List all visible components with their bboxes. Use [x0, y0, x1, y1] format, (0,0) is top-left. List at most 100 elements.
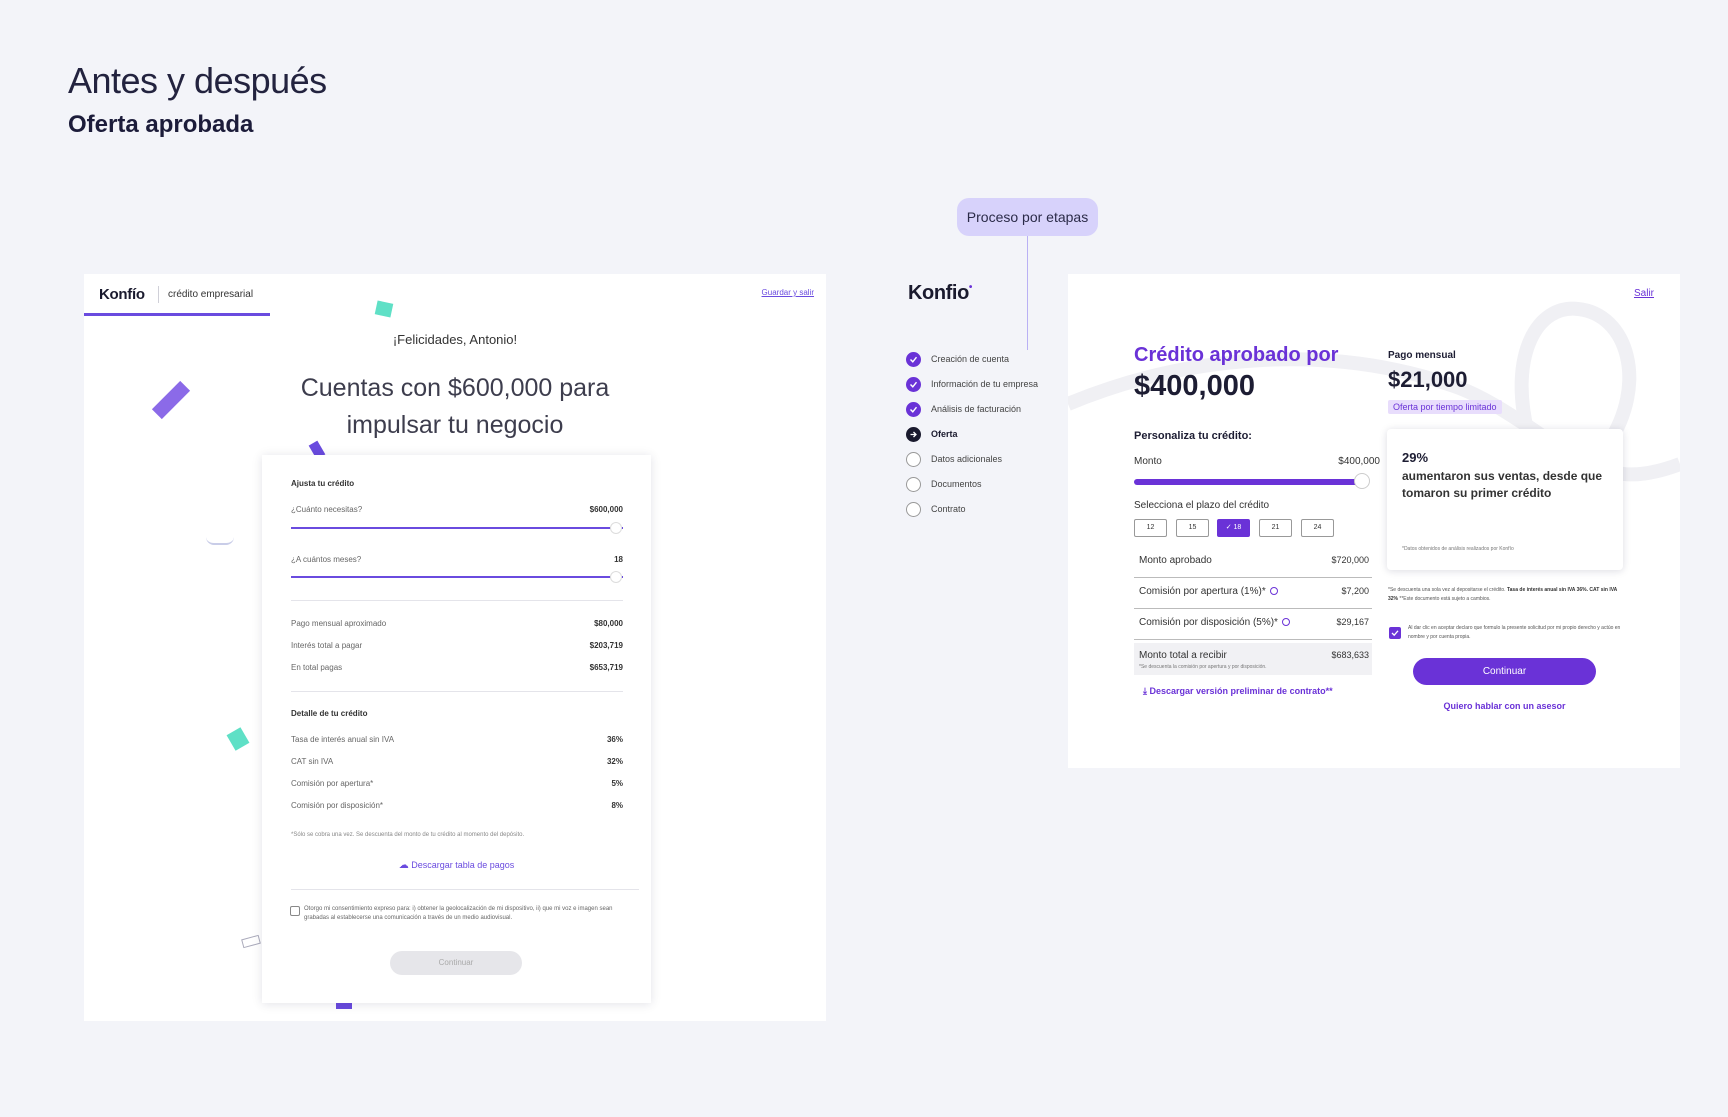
- step-item: Datos adicionales: [906, 452, 1106, 468]
- term-option-18[interactable]: ✓ 18: [1217, 519, 1250, 537]
- check-icon: [906, 402, 921, 417]
- step-label: Datos adicionales: [931, 454, 1003, 464]
- empty-circle-icon: [906, 477, 921, 492]
- total-note: *Se descuenta la comisión por apertura y…: [1139, 664, 1267, 670]
- active-underline: [84, 313, 270, 316]
- divider: [291, 691, 623, 692]
- consent-text: Otorgo mi consentimiento expreso para: i…: [304, 906, 613, 921]
- term-label: Selecciona el plazo del crédito: [1134, 500, 1270, 511]
- continue-button[interactable]: Continuar: [1413, 658, 1596, 685]
- row-value: $7,200: [1341, 586, 1369, 596]
- headline-line-1: Cuentas con $600,000 para: [300, 374, 610, 402]
- summary-label: Pago mensual aproximado: [291, 619, 387, 628]
- months-label: ¿A cuántos meses?: [291, 555, 362, 564]
- customize-title: Personaliza tu crédito:: [1134, 430, 1252, 442]
- amount-label: Monto: [1134, 456, 1162, 467]
- arrow-right-icon: [906, 427, 921, 442]
- headline: Cuentas con $600,000 para impulsar tu ne…: [84, 370, 826, 444]
- footnote: *Sólo se cobra una vez. Se descuenta del…: [291, 832, 525, 838]
- detail-label: CAT sin IVA: [291, 757, 334, 766]
- product-name: crédito empresarial: [168, 289, 254, 300]
- summary-value: $653,719: [589, 663, 623, 672]
- summary-value: $203,719: [589, 641, 623, 650]
- download-table-link[interactable]: ☁ Descargar tabla de pagos: [262, 860, 651, 871]
- talk-to-advisor-link[interactable]: Quiero hablar con un asesor: [1443, 701, 1566, 711]
- total-row: Monto total a recibir $683,633 *Se descu…: [1134, 643, 1372, 675]
- stat-description: aumentaron sus ventas, desde que tomaron…: [1402, 469, 1603, 500]
- term-option-24[interactable]: 24: [1301, 519, 1334, 537]
- exit-link[interactable]: Salir: [1633, 288, 1654, 299]
- greeting: ¡Felicidades, Antonio!: [392, 332, 518, 347]
- after-logo[interactable]: Konfio•: [908, 282, 972, 305]
- breakdown-row: Comisión por disposición (5%)* $29,167: [1134, 610, 1372, 640]
- stat-percent: 29%: [1402, 450, 1429, 465]
- step-item: Documentos: [906, 477, 1106, 493]
- headline-line-2: impulsar tu negocio: [346, 411, 564, 439]
- stat-source: *Datos obtenidos de análisis realizados …: [1402, 546, 1514, 552]
- term-option-15[interactable]: 15: [1176, 519, 1209, 537]
- summary-label: Interés total a pagar: [291, 641, 363, 650]
- download-table-label: Descargar tabla de pagos: [411, 860, 515, 870]
- download-contract-link[interactable]: ⤓ Descargar versión preliminar de contra…: [1143, 686, 1333, 697]
- empty-circle-icon: [906, 502, 921, 517]
- summary-value: $80,000: [594, 619, 623, 628]
- checkmark-icon: [1391, 630, 1399, 637]
- row-label: Monto aprobado: [1139, 555, 1212, 566]
- term-option-12[interactable]: 12: [1134, 519, 1167, 537]
- amount-slider-handle[interactable]: [1354, 473, 1370, 489]
- consent-checkbox[interactable]: [290, 906, 300, 916]
- step-label: Oferta: [931, 429, 958, 439]
- info-icon[interactable]: [1269, 587, 1278, 595]
- months-slider[interactable]: [291, 576, 623, 578]
- step-item: Análisis de facturación: [906, 402, 1106, 418]
- check-icon: [906, 352, 921, 367]
- months-value: 18: [614, 555, 623, 564]
- summary-label: En total pagas: [291, 663, 343, 672]
- amount-slider[interactable]: [291, 527, 623, 529]
- total-label: Monto total a recibir: [1139, 650, 1227, 661]
- breakdown-row: Monto aprobado $720,000: [1134, 548, 1372, 578]
- amount-slider[interactable]: [1134, 479, 1366, 485]
- approved-amount: $400,000: [1134, 370, 1255, 402]
- stat-card: 29% aumentaron sus ventas, desde que tom…: [1387, 429, 1623, 570]
- amount-slider-handle[interactable]: [610, 522, 622, 534]
- save-and-exit-link[interactable]: Guardar y salir: [761, 288, 814, 297]
- divider: [291, 600, 623, 601]
- total-value: $683,633: [1331, 650, 1369, 660]
- confetti-icon: [241, 934, 261, 949]
- stage-connector: [1027, 236, 1028, 350]
- detail-label: Tasa de interés anual sin IVA: [291, 735, 395, 744]
- legal-text-3: **Este documento está sujeto a cambios.: [1399, 596, 1491, 602]
- row-label-wrap: Comisión por disposición (5%)*: [1139, 617, 1290, 628]
- breakdown-row: Comisión por apertura (1%)* $7,200: [1134, 579, 1372, 609]
- months-slider-handle[interactable]: [610, 571, 622, 583]
- monthly-payment-label: Pago mensual: [1388, 350, 1456, 361]
- cloud-download-icon: ☁: [398, 860, 409, 871]
- row-value: $29,167: [1336, 617, 1369, 627]
- accept-checkbox[interactable]: [1389, 627, 1401, 639]
- adjust-title: Ajusta tu crédito: [291, 479, 355, 488]
- step-label: Información de tu empresa: [931, 379, 1039, 389]
- term-option-label: 18: [1233, 524, 1242, 531]
- download-contract-label: Descargar versión preliminar de contrato…: [1149, 686, 1333, 696]
- detail-label: Comisión por disposición*: [291, 801, 384, 810]
- before-logo[interactable]: Konfío: [99, 286, 145, 303]
- detail-title: Detalle de tu crédito: [291, 709, 368, 718]
- monthly-payment-value: $21,000: [1388, 367, 1468, 392]
- row-label-wrap: Comisión por apertura (1%)*: [1139, 586, 1278, 597]
- page-subtitle: Oferta aprobada: [68, 111, 254, 138]
- row-label: Comisión por disposición (5%)*: [1139, 617, 1278, 628]
- step-label: Documentos: [931, 479, 982, 489]
- limited-offer-badge: Oferta por tiempo limitado: [1388, 400, 1502, 414]
- accept-text: Al dar clic en aceptar declaro que formu…: [1408, 625, 1621, 640]
- page-title: Antes y después: [68, 60, 327, 101]
- term-option-21[interactable]: 21: [1259, 519, 1292, 537]
- info-icon[interactable]: [1281, 618, 1290, 626]
- row-label: Comisión por apertura (1%)*: [1139, 586, 1266, 597]
- continue-button[interactable]: Continuar: [390, 951, 522, 975]
- detail-value: 36%: [606, 735, 623, 744]
- detail-label: Comisión por apertura*: [291, 779, 374, 788]
- detail-value: 8%: [611, 801, 623, 810]
- legal-text-2: Tasa de interés anual sin IVA 36%. CAT s…: [1388, 587, 1618, 602]
- confetti-icon: [206, 537, 234, 545]
